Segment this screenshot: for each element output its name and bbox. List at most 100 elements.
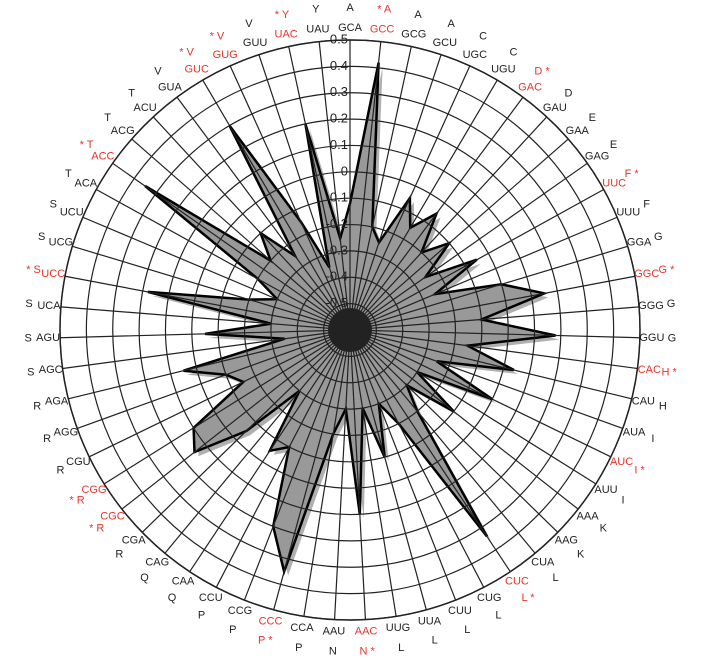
codon-label: AAU — [323, 625, 346, 637]
center — [328, 308, 372, 352]
spoke — [152, 116, 351, 331]
spoke — [349, 96, 524, 331]
spoke — [62, 329, 351, 370]
amino-label: P — [229, 624, 236, 636]
spoke — [141, 329, 351, 533]
spoke — [349, 329, 397, 617]
amino-label: L — [495, 610, 501, 622]
spoke — [88, 329, 351, 458]
spoke — [60, 306, 351, 331]
codon-label: UGU — [491, 64, 516, 76]
spoke — [72, 245, 351, 331]
amino-label: L — [398, 642, 404, 654]
codon-label: CAG — [145, 556, 169, 568]
codon-label: CGC — [100, 510, 125, 522]
spoke — [349, 329, 511, 572]
spoke — [64, 275, 351, 331]
amino-label: Q — [168, 592, 177, 604]
codon-label: UCC — [41, 268, 65, 280]
amino-label: R — [56, 465, 64, 477]
amino-label: S — [50, 199, 57, 211]
spoke — [349, 46, 412, 331]
spoke — [349, 329, 536, 554]
y-tick-label: 0.2 — [330, 111, 348, 126]
codon-label: UCU — [60, 206, 84, 218]
amino-label: K — [577, 549, 585, 561]
codon-label: AUA — [623, 426, 646, 438]
amino-label: G — [668, 332, 677, 344]
spoke — [349, 65, 471, 331]
y-tick-label: 0.3 — [330, 84, 348, 99]
spoke — [349, 329, 579, 510]
amino-label: G — [654, 231, 663, 243]
spoke — [176, 96, 351, 331]
amino-label: D * — [534, 65, 550, 77]
codon-label: GUC — [184, 64, 209, 76]
amino-label: * R — [69, 495, 84, 507]
spoke — [60, 329, 351, 339]
codon-label: AGC — [39, 364, 63, 376]
codon-label: CGA — [122, 535, 147, 547]
amino-label: I — [651, 433, 654, 445]
spoke — [318, 41, 351, 331]
y-tick-label: -0.3 — [326, 242, 348, 257]
codon-label: UUA — [418, 615, 442, 627]
spoke — [349, 245, 628, 331]
spoke — [243, 329, 351, 601]
amino-label: E — [589, 112, 596, 124]
codon-label: CCU — [199, 592, 223, 604]
amino-label: S — [38, 231, 45, 243]
spoke — [349, 329, 427, 610]
codon-label: ACU — [134, 102, 157, 114]
amino-label: R — [33, 400, 41, 412]
amino-label: L — [464, 624, 470, 636]
codon-label: UUC — [602, 178, 626, 190]
codon-label: GAA — [566, 125, 590, 137]
spoke — [349, 329, 638, 370]
spoke — [273, 329, 351, 610]
codon-label: AGG — [54, 426, 78, 438]
amino-label: V — [245, 18, 253, 30]
spoke — [258, 54, 351, 331]
codon-label: GGU — [639, 332, 664, 344]
amino-label: A — [414, 9, 422, 21]
amino-label: T — [104, 112, 111, 124]
y-tick-label: -0.5 — [326, 295, 348, 310]
codon-label: UUU — [616, 206, 640, 218]
amino-label: S — [24, 332, 31, 344]
spoke — [76, 329, 351, 429]
codon-label: AAG — [555, 535, 578, 547]
codon-label: CUU — [448, 605, 472, 617]
spoke — [215, 329, 351, 588]
codon-label: UGC — [463, 49, 488, 61]
codon-label: GUA — [158, 81, 183, 93]
spoke — [229, 65, 351, 331]
codon-label: CUA — [531, 556, 555, 568]
spoke — [349, 54, 442, 331]
codon-label: UCG — [49, 237, 73, 249]
amino-label: T — [65, 168, 72, 180]
codon-label: UCA — [37, 300, 61, 312]
codon-label: ACC — [91, 150, 114, 162]
codon-label: UAU — [306, 24, 329, 36]
amino-label: S — [25, 298, 32, 310]
codon-label: GAC — [518, 81, 542, 93]
amino-label: T — [128, 87, 135, 99]
spoke — [349, 216, 618, 331]
codon-label: GAU — [543, 102, 567, 114]
amino-label: L — [552, 572, 558, 584]
codon-label: CGU — [66, 456, 91, 468]
spoke — [349, 329, 597, 485]
codon-label: CAU — [632, 396, 655, 408]
spoke — [349, 116, 548, 331]
amino-label: L * — [521, 592, 535, 604]
y-tick-label: 0.1 — [330, 137, 348, 152]
amino-label: Q — [140, 572, 149, 584]
spoke — [349, 329, 367, 620]
spoke — [349, 162, 588, 331]
amino-label: F * — [625, 168, 640, 180]
amino-label: * Y — [275, 9, 290, 21]
amino-label: A — [447, 18, 455, 30]
codon-label: CCA — [290, 622, 314, 634]
